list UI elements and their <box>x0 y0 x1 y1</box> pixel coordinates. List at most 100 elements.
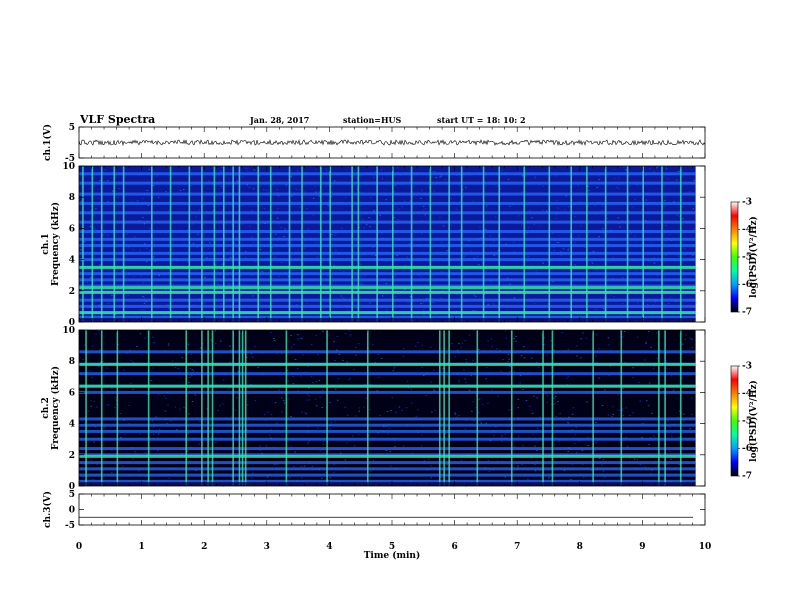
frequency-band <box>79 251 696 255</box>
noise-speck <box>134 236 136 238</box>
noise-speck <box>636 336 639 338</box>
noise-speck <box>398 406 401 408</box>
noise-speck <box>588 189 590 191</box>
noise-speck <box>252 188 255 190</box>
noise-speck <box>89 277 92 279</box>
noise-speck <box>475 406 478 408</box>
noise-speck <box>455 294 458 296</box>
noise-speck <box>145 247 148 249</box>
noise-speck <box>494 216 497 218</box>
noise-speck <box>356 188 359 190</box>
noise-speck <box>321 262 323 264</box>
noise-speck <box>387 433 389 435</box>
noise-speck <box>446 463 448 465</box>
noise-speck <box>292 375 294 377</box>
noise-speck <box>335 249 337 251</box>
noise-speck <box>553 247 555 249</box>
noise-speck <box>608 344 611 346</box>
noise-speck <box>534 445 536 447</box>
noise-speck <box>625 407 627 409</box>
noise-speck <box>394 275 397 277</box>
noise-speck <box>546 354 548 356</box>
noise-speck <box>319 396 322 398</box>
noise-speck <box>211 268 213 270</box>
noise-speck <box>397 219 399 221</box>
noise-speck <box>597 175 600 177</box>
sferic-impulse <box>510 330 513 486</box>
noise-speck <box>632 377 634 379</box>
noise-speck <box>251 356 254 358</box>
colorbar-tick-label: -7 <box>742 472 752 482</box>
low-frequency-strip <box>79 318 696 322</box>
noise-speck <box>270 387 272 389</box>
noise-speck <box>167 345 170 347</box>
noise-speck <box>594 205 597 207</box>
noise-speck <box>135 313 137 315</box>
sferic-impulse <box>238 330 241 486</box>
noise-speck <box>90 400 92 402</box>
noise-speck <box>314 398 317 400</box>
noise-speck <box>606 217 609 219</box>
noise-speck <box>536 449 538 451</box>
noise-speck <box>574 443 576 445</box>
noise-speck <box>421 344 424 346</box>
noise-speck <box>485 422 487 424</box>
noise-speck <box>95 333 97 335</box>
noise-speck <box>168 477 171 479</box>
noise-speck <box>640 270 642 272</box>
noise-speck <box>472 420 475 422</box>
noise-speck <box>629 414 631 416</box>
noise-speck <box>524 288 527 290</box>
noise-speck <box>557 400 559 402</box>
noise-speck <box>125 295 128 297</box>
noise-speck <box>246 170 249 172</box>
noise-speck <box>149 227 151 229</box>
noise-speck <box>220 170 222 172</box>
noise-speck <box>234 409 237 411</box>
y-axis-label: ch.2 <box>41 397 51 418</box>
noise-speck <box>565 195 568 197</box>
noise-speck <box>572 407 575 409</box>
noise-speck <box>257 366 260 368</box>
noise-speck <box>301 477 304 479</box>
noise-speck <box>327 275 329 277</box>
noise-speck <box>418 275 421 277</box>
noise-speck <box>245 251 247 253</box>
noise-speck <box>500 441 503 443</box>
noise-speck <box>107 404 110 406</box>
noise-speck <box>546 402 549 404</box>
noise-speck <box>683 338 686 340</box>
noise-speck <box>633 458 636 460</box>
frequency-band <box>79 230 696 234</box>
noise-speck <box>613 178 616 180</box>
noise-speck <box>98 330 100 332</box>
noise-speck <box>241 473 243 475</box>
y-tick-label: 8 <box>69 357 75 367</box>
noise-speck <box>336 349 338 351</box>
noise-speck <box>339 270 342 272</box>
noise-speck <box>473 330 475 332</box>
noise-speck <box>369 197 372 199</box>
frequency-band <box>79 350 696 354</box>
noise-speck <box>319 450 322 452</box>
noise-speck <box>601 205 604 207</box>
noise-speck <box>508 409 510 411</box>
noise-speck <box>474 310 477 312</box>
bright-frequency-band <box>79 290 696 294</box>
noise-speck <box>507 353 510 355</box>
noise-speck <box>210 339 212 341</box>
noise-speck <box>91 345 94 347</box>
noise-speck <box>425 298 428 300</box>
noise-speck <box>311 465 314 467</box>
noise-speck <box>567 248 570 250</box>
noise-speck <box>409 200 411 202</box>
noise-speck <box>266 411 269 413</box>
noise-speck <box>214 264 217 266</box>
noise-speck <box>407 301 409 303</box>
noise-speck <box>695 302 697 304</box>
noise-speck <box>649 168 651 170</box>
noise-speck <box>440 175 443 177</box>
noise-speck <box>662 297 665 299</box>
noise-speck <box>491 346 493 348</box>
noise-speck <box>518 289 521 291</box>
